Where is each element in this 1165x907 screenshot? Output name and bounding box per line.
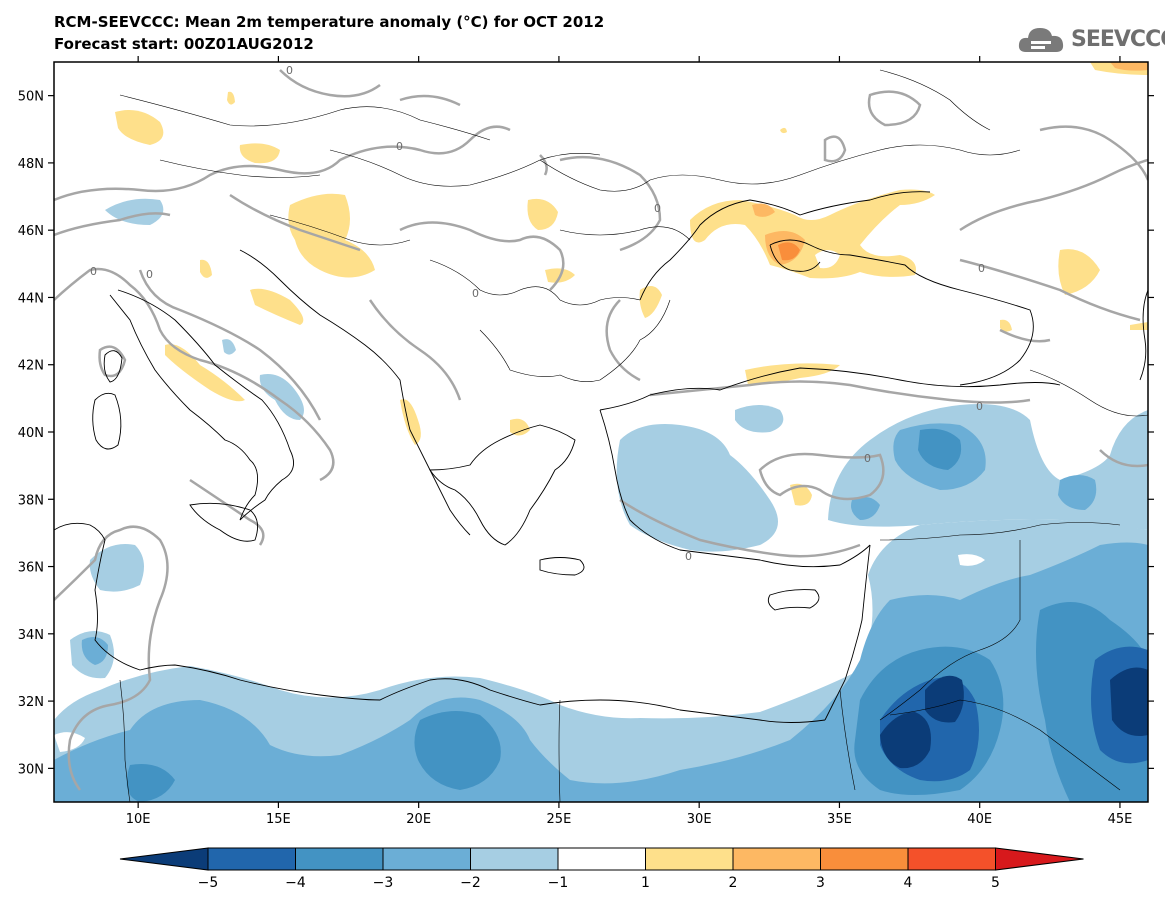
colorbar-tick-label: −3 bbox=[373, 875, 394, 891]
country-borders bbox=[119, 69, 1148, 802]
colorbar-tick-label: 5 bbox=[991, 875, 1000, 891]
colorbar-tick-label: −1 bbox=[548, 875, 569, 891]
lon-tick-label: 30E bbox=[687, 812, 712, 827]
contour-label: 0 bbox=[685, 550, 692, 563]
crimea-neutral-patch bbox=[815, 250, 840, 269]
latitude-axis: 50N 48N 46N 44N 42N 40N 38N 36N 34N 32N 30N bbox=[18, 90, 1154, 777]
lon-tick-label: 10E bbox=[126, 812, 151, 827]
cloud-icon bbox=[1018, 28, 1064, 52]
lat-tick-label: 32N bbox=[18, 695, 44, 710]
lat-tick-label: 46N bbox=[18, 224, 44, 239]
colorbar-segment bbox=[820, 847, 909, 871]
forecast-start-label: Forecast start: 00Z01AUG2012 bbox=[54, 35, 314, 53]
contour-label: 0 bbox=[146, 268, 153, 281]
map-title: RCM-SEEVCCC: Mean 2m temperature anomaly… bbox=[54, 13, 605, 31]
colorbar-tick-label: 2 bbox=[729, 875, 738, 891]
contour-label: 0 bbox=[978, 262, 985, 275]
lon-tick-label: 25E bbox=[547, 812, 572, 827]
anomaly-field: 0 0 0 0 0 0 0 0 0 0 bbox=[54, 62, 1148, 802]
colorbar-segment bbox=[382, 847, 471, 871]
contour-labels: 0 0 0 0 0 0 0 0 0 0 bbox=[90, 64, 985, 563]
lat-tick-label: 48N bbox=[18, 157, 44, 172]
lon-tick-label: 45E bbox=[1108, 812, 1133, 827]
contour-label: 0 bbox=[472, 287, 479, 300]
seevccc-logo: SEEVCCC bbox=[1016, 20, 1165, 58]
colorbar-tick-label: 3 bbox=[816, 875, 825, 891]
lat-tick-label: 30N bbox=[18, 762, 44, 777]
lat-tick-label: 40N bbox=[18, 426, 44, 441]
lat-tick-label: 34N bbox=[18, 628, 44, 643]
colorbar-tick-label: −5 bbox=[198, 875, 219, 891]
contour-label: 0 bbox=[864, 452, 871, 465]
lon-tick-label: 35E bbox=[827, 812, 852, 827]
colorbar-tick-label: 4 bbox=[904, 875, 913, 891]
colorbar-tick-label: −2 bbox=[460, 875, 481, 891]
contour-label: 0 bbox=[654, 202, 661, 215]
lat-tick-label: 44N bbox=[18, 291, 44, 306]
anomaly-band-minus5 bbox=[880, 667, 1148, 769]
lat-tick-label: 38N bbox=[18, 493, 44, 508]
colorbar-arrow-low bbox=[119, 847, 209, 871]
coastlines bbox=[54, 191, 1148, 723]
lon-tick-label: 15E bbox=[266, 812, 291, 827]
zero-contours bbox=[54, 69, 1148, 791]
lon-tick-label: 40E bbox=[967, 812, 992, 827]
contour-label: 0 bbox=[286, 64, 293, 77]
anomaly-band-plus1 bbox=[115, 62, 1148, 506]
contour-label: 0 bbox=[976, 400, 983, 413]
colorbar: −5 −4 −3 −2 −1 1 2 3 4 5 bbox=[119, 847, 1084, 891]
lon-tick-label: 20E bbox=[406, 812, 431, 827]
colorbar-tick-label: −4 bbox=[285, 875, 306, 891]
longitude-axis: 10E 15E 20E 25E 30E 35E 40E 45E bbox=[126, 56, 1133, 827]
anomaly-band-plus3 bbox=[778, 242, 800, 261]
logo-text: SEEVCCC bbox=[1071, 27, 1165, 52]
colorbar-segment bbox=[470, 847, 559, 871]
lat-tick-label: 50N bbox=[18, 90, 44, 105]
colorbar-segment bbox=[295, 847, 384, 871]
colorbar-segment bbox=[207, 847, 296, 871]
contour-label: 0 bbox=[90, 265, 97, 278]
colorbar-arrow-high bbox=[995, 847, 1084, 871]
colorbar-segment bbox=[907, 847, 996, 871]
colorbar-segment bbox=[557, 847, 646, 871]
colorbar-segment bbox=[732, 847, 821, 871]
contour-label: 0 bbox=[396, 140, 403, 153]
colorbar-segment bbox=[645, 847, 734, 871]
lat-tick-label: 42N bbox=[18, 359, 44, 374]
colorbar-tick-label: 1 bbox=[641, 875, 650, 891]
lat-tick-label: 36N bbox=[18, 561, 44, 576]
